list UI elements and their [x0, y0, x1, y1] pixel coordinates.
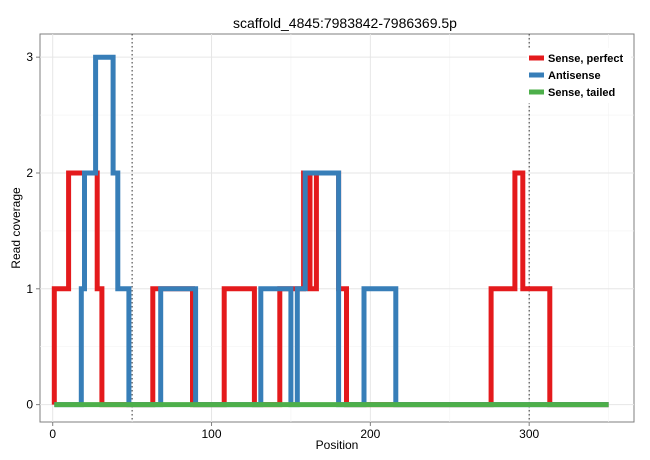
legend-box [527, 48, 631, 103]
x-tick-label: 0 [49, 427, 56, 441]
y-axis-label: Read coverage [9, 187, 23, 269]
legend-label: Sense, tailed [548, 87, 615, 99]
y-tick-label: 1 [26, 282, 33, 296]
x-axis-ticks: 0 100 200 300 [49, 422, 540, 441]
x-tick-label: 200 [360, 427, 380, 441]
chart-title: scaffold_4845:7983842-7986369.5p [233, 15, 457, 31]
y-tick-label: 3 [26, 50, 33, 64]
legend: Sense, perfect Antisense Sense, tailed [527, 48, 631, 103]
y-tick-label: 0 [26, 398, 33, 412]
y-axis-ticks: 0 1 2 3 [26, 50, 40, 412]
series-group [51, 54, 609, 408]
x-axis-label: Position [316, 438, 359, 452]
legend-label: Antisense [548, 70, 601, 82]
y-tick-label: 2 [26, 166, 33, 180]
x-tick-label: 300 [519, 427, 539, 441]
x-tick-label: 100 [202, 427, 222, 441]
legend-label: Sense, perfect [548, 53, 624, 65]
